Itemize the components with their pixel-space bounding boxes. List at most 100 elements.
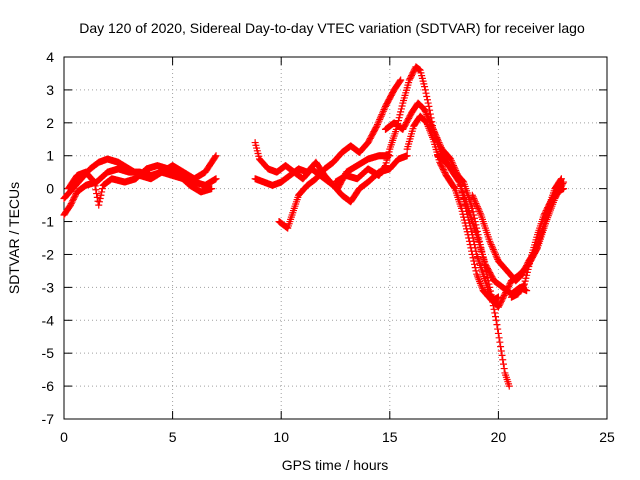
data-point bbox=[473, 201, 481, 209]
data-point bbox=[98, 185, 106, 193]
data-point bbox=[492, 313, 500, 321]
data-point bbox=[479, 254, 487, 262]
data-point bbox=[477, 244, 485, 252]
x-axis-label: GPS time / hours bbox=[282, 457, 389, 473]
data-point bbox=[424, 99, 432, 107]
data-point bbox=[472, 199, 480, 207]
data-point bbox=[376, 114, 384, 122]
data-point bbox=[372, 123, 380, 131]
data-point bbox=[470, 257, 478, 265]
axis-ticks: 0 5 10 15 20 25 -7 -6 -5 -4 -3 -2 -1 0 1 2 3 4 bbox=[42, 49, 615, 445]
series-arc-9 bbox=[403, 112, 502, 305]
data-point bbox=[464, 231, 472, 239]
data-point bbox=[481, 264, 489, 272]
data-point bbox=[476, 208, 484, 216]
data-point bbox=[471, 218, 479, 226]
data-point bbox=[490, 247, 498, 255]
data-point bbox=[496, 338, 504, 346]
chart-title: Day 120 of 2020, Sidereal Day-to-day VTE… bbox=[79, 20, 585, 36]
data-point bbox=[208, 185, 216, 193]
data-point bbox=[499, 356, 507, 364]
data-point bbox=[474, 204, 482, 212]
data-point bbox=[468, 247, 476, 255]
data-point bbox=[478, 247, 486, 255]
data-point bbox=[459, 177, 467, 185]
data-point bbox=[90, 178, 98, 186]
data-point bbox=[484, 273, 492, 281]
data-point bbox=[557, 175, 565, 183]
data-point bbox=[482, 267, 490, 275]
data-point bbox=[492, 316, 500, 324]
grid-lines bbox=[64, 57, 607, 419]
series-arc-5 bbox=[251, 152, 411, 206]
data-point bbox=[476, 237, 484, 245]
data-point bbox=[465, 237, 473, 245]
data-point bbox=[486, 283, 494, 291]
data-point bbox=[481, 260, 489, 268]
data-point bbox=[469, 254, 477, 262]
data-point bbox=[379, 107, 387, 115]
data-point bbox=[403, 152, 411, 160]
data-point bbox=[421, 107, 429, 115]
data-point bbox=[425, 102, 433, 110]
data-point bbox=[483, 270, 491, 278]
data-point bbox=[95, 198, 103, 206]
data-point bbox=[475, 206, 483, 214]
data-point bbox=[97, 191, 105, 199]
x-tick-label: 15 bbox=[382, 429, 398, 445]
data-point bbox=[505, 382, 513, 390]
data-point bbox=[450, 184, 458, 192]
series-arc-10 bbox=[434, 152, 513, 390]
data-point bbox=[473, 224, 481, 232]
data-point bbox=[471, 198, 479, 206]
x-tick-label: 10 bbox=[273, 429, 289, 445]
data-point bbox=[471, 214, 479, 222]
data-point bbox=[499, 360, 507, 368]
data-point bbox=[465, 234, 473, 242]
data-point bbox=[381, 104, 389, 112]
data-point bbox=[396, 77, 404, 85]
x-tick-label: 25 bbox=[599, 429, 615, 445]
data-point bbox=[212, 152, 220, 160]
data-point bbox=[497, 347, 505, 355]
series-arc-12 bbox=[507, 185, 568, 301]
data-point bbox=[436, 142, 444, 150]
data-point bbox=[468, 250, 476, 258]
data-point bbox=[560, 185, 568, 193]
data-point bbox=[466, 241, 474, 249]
data-point bbox=[489, 302, 497, 310]
data-point bbox=[498, 351, 506, 359]
data-point bbox=[520, 281, 528, 289]
data-point bbox=[474, 231, 482, 239]
data-point bbox=[92, 186, 100, 194]
x-tick-label: 20 bbox=[491, 429, 507, 445]
data-point bbox=[458, 188, 466, 196]
data-point bbox=[423, 112, 431, 120]
data-point bbox=[500, 365, 508, 373]
data-point bbox=[373, 122, 381, 130]
data-point bbox=[523, 287, 531, 295]
data-point bbox=[469, 193, 477, 201]
data-series bbox=[60, 63, 568, 390]
data-point bbox=[489, 244, 497, 252]
data-point bbox=[98, 188, 106, 196]
data-point bbox=[96, 195, 104, 203]
y-tick-label: 4 bbox=[46, 49, 54, 65]
data-point bbox=[491, 249, 499, 257]
data-point bbox=[422, 109, 430, 117]
data-point bbox=[468, 191, 476, 199]
y-tick-label: -6 bbox=[42, 378, 55, 394]
data-point bbox=[485, 280, 493, 288]
data-point bbox=[212, 175, 220, 183]
y-tick-label: -5 bbox=[42, 345, 55, 361]
data-point bbox=[460, 195, 468, 203]
data-point bbox=[90, 177, 98, 185]
y-axis-label: SDTVAR / TECUs bbox=[6, 182, 22, 294]
data-point bbox=[421, 86, 429, 94]
data-point bbox=[486, 287, 494, 295]
data-point bbox=[476, 209, 484, 217]
data-point bbox=[471, 260, 479, 268]
data-point bbox=[373, 120, 381, 128]
data-point bbox=[461, 201, 469, 209]
data-point bbox=[379, 109, 387, 117]
